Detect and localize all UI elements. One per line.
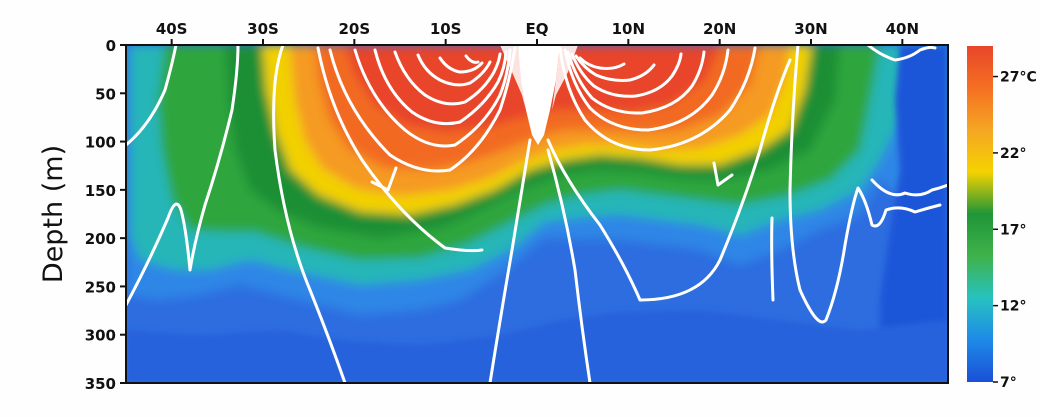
streamline-arrow-north — [712, 161, 734, 187]
y-tick-label: 100 — [85, 134, 116, 152]
streamline-south-1 — [126, 45, 178, 147]
streamline-loop-n1 — [558, 46, 757, 152]
streamline-loop-n3 — [566, 50, 706, 115]
x-axis: 40S 30S 20S 10S EQ 10N 20N 30N 40N — [156, 20, 919, 45]
streamline-north-3 — [866, 45, 937, 62]
streamline-loop-n2 — [563, 48, 730, 132]
streamline-loop-n6 — [578, 56, 626, 70]
streamline-loop-s7 — [464, 54, 480, 64]
streamline-north-vertical — [770, 216, 775, 302]
colorbar-gradient — [967, 46, 993, 382]
x-tick-label: 10N — [612, 20, 645, 38]
plot-area — [126, 45, 948, 383]
colorbar-tick-label: 27°C — [1000, 70, 1037, 86]
band-deep-blue-east — [880, 45, 948, 383]
y-tick-label: 300 — [85, 327, 116, 345]
colorbar-tick-label: 17° — [1000, 222, 1026, 238]
streamline-north-2 — [788, 45, 942, 324]
colorbar-tick-label: 12° — [1000, 299, 1026, 315]
x-tick-label: 40S — [156, 20, 188, 38]
x-tick-label: 40N — [886, 20, 919, 38]
x-tick-label: 20N — [703, 20, 736, 38]
x-tick-label: 30N — [794, 20, 827, 38]
streamline-equator-1 — [488, 138, 532, 383]
streamline-loop-n5 — [574, 54, 656, 82]
streamline-loop-s6 — [438, 56, 484, 74]
x-tick-label: 30S — [247, 20, 279, 38]
streamline-loop-n4 — [570, 52, 683, 98]
colorbar-tick-label: 7° — [1000, 375, 1017, 391]
streamline-loop-s4 — [393, 50, 502, 106]
equatorial-fan — [500, 45, 578, 145]
equatorial-fan-core — [518, 45, 560, 145]
streamline-arrow-south — [370, 166, 398, 192]
y-tick-label: 200 — [85, 230, 116, 248]
equatorial-fan-right — [552, 45, 578, 110]
band-deep-blue-south — [126, 310, 948, 383]
streamline-south-3 — [272, 45, 347, 383]
y-axis-label: Depth (m) — [38, 145, 69, 283]
streamline-loop-s3 — [373, 48, 508, 126]
streamline-loop-s1 — [328, 46, 517, 173]
y-tick-label: 0 — [106, 37, 116, 55]
colorbar: 27°C 22° 17° 12° 7° — [967, 46, 1037, 391]
y-tick-label: 350 — [85, 375, 116, 393]
x-tick-label: 10S — [430, 20, 462, 38]
y-tick-label: 150 — [85, 182, 116, 200]
streamline-equator-2 — [546, 148, 592, 383]
x-tick-label: 20S — [338, 20, 370, 38]
equatorial-fan-left — [500, 45, 526, 110]
streamline-loop-s5 — [416, 53, 492, 87]
x-tick-label: EQ — [526, 20, 549, 38]
streamline-south-2 — [126, 45, 240, 307]
y-axis: 0 50 100 150 200 250 300 350 — [85, 37, 126, 393]
y-tick-label: 50 — [95, 85, 116, 103]
streamline-north-1 — [546, 58, 792, 302]
streamline-loop-s2 — [353, 48, 512, 148]
streamlines — [126, 45, 948, 383]
colorbar-tick-label: 22° — [1000, 146, 1026, 162]
streamline-north-4 — [870, 178, 948, 197]
colorbar-ticks: 27°C 22° 17° 12° 7° — [993, 70, 1037, 391]
y-tick-label: 250 — [85, 278, 116, 296]
streamline-south-4 — [316, 46, 484, 253]
